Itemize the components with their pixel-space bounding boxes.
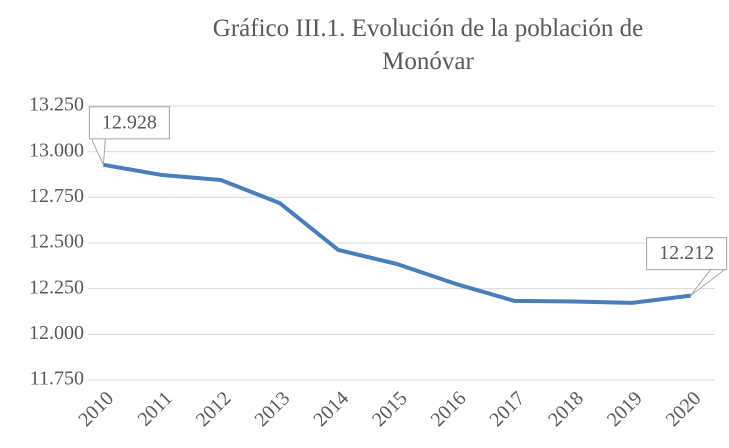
chart-title: Gráfico III.1. Evolución de la población… (212, 15, 644, 75)
x-tick-label: 2011 (134, 387, 177, 430)
x-tick-label: 2016 (427, 387, 471, 431)
y-tick-label: 12.750 (29, 185, 84, 207)
label-box (88, 106, 170, 140)
y-tick-label: 13.000 (29, 139, 84, 161)
y-tick-label: 13.250 (29, 94, 84, 116)
y-tick-label: 12.250 (29, 276, 84, 298)
x-tick-label: 2010 (74, 387, 118, 431)
x-tick-label: 2020 (662, 387, 706, 431)
x-tick-label: 2013 (250, 387, 294, 431)
y-tick-label: 11.750 (30, 368, 84, 390)
x-tick-label: 2015 (368, 387, 412, 431)
data-label: 12.212 (659, 242, 714, 264)
data-label: 12.928 (102, 111, 157, 133)
label-leader (90, 138, 106, 167)
label-leader (690, 269, 725, 297)
line (103, 162, 691, 305)
y-tick-label: 12.500 (29, 231, 84, 253)
x-tick-label: 2018 (544, 387, 588, 431)
label-box (646, 237, 728, 271)
y-tick-label: 12.000 (29, 322, 84, 344)
x-tick-label: 2014 (309, 387, 353, 431)
x-tick-label: 2019 (603, 387, 647, 431)
x-tick-label: 2017 (485, 387, 529, 431)
x-tick-label: 2012 (192, 387, 236, 431)
